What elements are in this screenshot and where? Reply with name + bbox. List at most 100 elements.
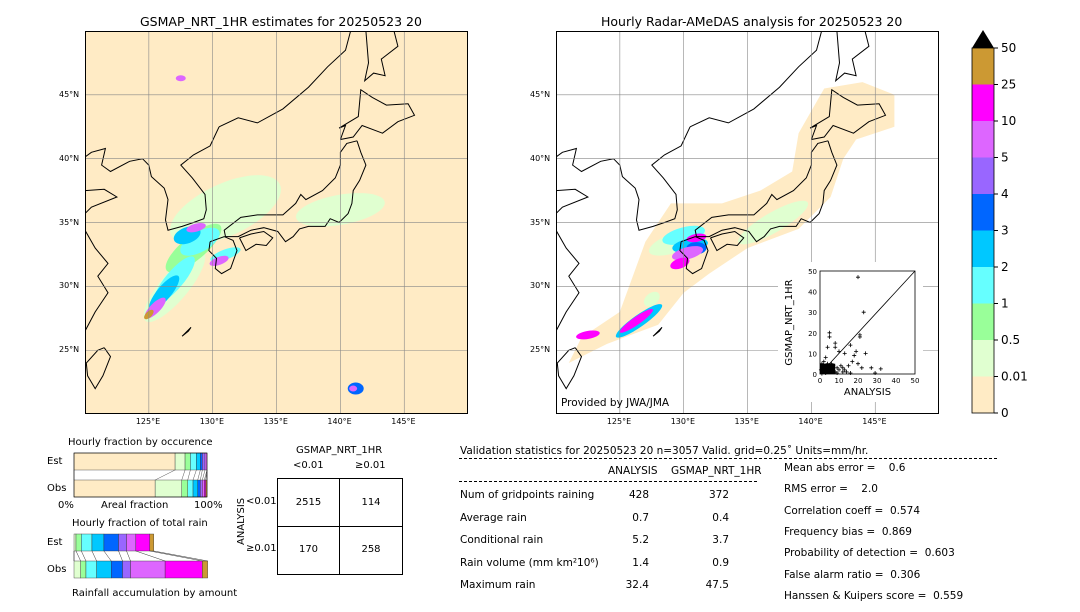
scatter-point bbox=[821, 359, 826, 364]
scatter-point bbox=[840, 365, 845, 370]
connector bbox=[153, 550, 208, 562]
occurrence-obs-segment bbox=[200, 479, 203, 498]
map-frame bbox=[556, 31, 939, 414]
scatter-frame bbox=[819, 270, 916, 375]
scatter-point bbox=[846, 363, 851, 368]
rain-est-label: Est bbox=[47, 537, 63, 548]
occurrence-obs-segment bbox=[181, 479, 188, 498]
scatter-point bbox=[863, 351, 868, 356]
colorbar-segment bbox=[972, 230, 994, 267]
rain-cell bbox=[180, 227, 220, 256]
rain-obs-label: Obs bbox=[47, 564, 67, 575]
lat-tick-label: 45°N bbox=[530, 89, 551, 99]
coastline-ryukyu bbox=[181, 326, 192, 337]
scatter-point bbox=[852, 353, 857, 358]
total-rain-xlabel: Rainfall accumulation by amount bbox=[72, 588, 238, 599]
stat-row-analysis: 32.4 bbox=[625, 579, 649, 591]
occurrence-obs-segment bbox=[202, 479, 205, 498]
scatter-point bbox=[854, 349, 859, 354]
lat-tick-label: 35°N bbox=[59, 217, 80, 227]
score-row: Hanssen & Kuipers score = 0.559 bbox=[784, 589, 964, 602]
rain-cell bbox=[619, 308, 653, 333]
total-rain-obs-segment bbox=[202, 560, 208, 579]
colorbar-segment bbox=[972, 121, 994, 158]
coastline-honshu bbox=[694, 140, 838, 243]
stats-divider bbox=[459, 458, 997, 459]
scatter-x-tick: 50 bbox=[911, 377, 920, 385]
occ-est-label: Est bbox=[47, 456, 63, 467]
lon-tick-label: 135°E bbox=[734, 417, 759, 426]
stat-row-gsmap: 372 bbox=[708, 489, 729, 501]
scatter-point bbox=[827, 334, 832, 339]
colorbar-segment bbox=[972, 48, 994, 85]
colorbar-label: 0.01 bbox=[1001, 370, 1028, 384]
scatter-y-tick: 30 bbox=[808, 309, 817, 317]
lat-tick-label: 30°N bbox=[59, 281, 80, 291]
lon-tick-label: 130°E bbox=[199, 417, 225, 426]
connector bbox=[202, 469, 206, 481]
occurrence-est-segment bbox=[190, 452, 197, 471]
coastline-china bbox=[556, 147, 614, 332]
scatter-point bbox=[842, 367, 847, 372]
lon-tick-label: 145°E bbox=[862, 417, 887, 426]
right-map bbox=[556, 31, 939, 414]
stat-row-analysis: 5.2 bbox=[632, 534, 649, 546]
coastline-hokkaido bbox=[338, 88, 416, 140]
occurrence-est-segment bbox=[73, 452, 176, 471]
connector bbox=[75, 550, 81, 562]
lon-tick-label: 135°E bbox=[263, 417, 288, 426]
colorbar-segment bbox=[972, 84, 994, 121]
cell-yes-no: 170 bbox=[298, 544, 319, 555]
scatter-point bbox=[848, 370, 853, 375]
coastline-ryukyu bbox=[652, 326, 663, 337]
lat-tick-label: 30°N bbox=[530, 281, 551, 291]
left-map bbox=[85, 31, 468, 414]
left-map-title: GSMAP_NRT_1HR estimates for 20250523 20 bbox=[140, 14, 422, 29]
colorbar-label: 1 bbox=[1001, 297, 1009, 311]
map-frame bbox=[85, 31, 468, 414]
coastline-china bbox=[85, 147, 143, 332]
scatter-point bbox=[869, 365, 874, 370]
lat-tick-label: 40°N bbox=[530, 153, 551, 163]
scatter-y-tick: 50 bbox=[808, 268, 817, 276]
occ-obs-label: Obs bbox=[47, 483, 67, 494]
occurrence-obs-segment bbox=[187, 479, 194, 498]
total-rain-title: Hourly fraction of total rain bbox=[72, 518, 208, 529]
table-divider bbox=[459, 481, 757, 482]
score-row: Frequency bias = 0.869 bbox=[784, 525, 912, 538]
table-col-header-0: <0.01 bbox=[293, 460, 324, 471]
scatter-point bbox=[859, 365, 864, 370]
scatter-point bbox=[837, 367, 841, 372]
stat-row-gsmap: 0.9 bbox=[712, 556, 729, 569]
colorbar-label: 50 bbox=[1001, 41, 1016, 55]
colorbar-extend-triangle bbox=[972, 30, 994, 48]
tick-0pct: 0% bbox=[58, 500, 74, 511]
scatter-background bbox=[778, 262, 923, 402]
lon-tick-label: 125°E bbox=[135, 417, 161, 426]
connector bbox=[192, 469, 197, 481]
scatter-point bbox=[844, 369, 849, 374]
scatter-plot: 0 10 20 30 40 50 0 10 20 30 40 50 ANALYSIS GSMAP_NRT_… bbox=[778, 262, 923, 402]
cell-yes-yes: 258 bbox=[361, 544, 381, 555]
occurrence-obs-segment bbox=[197, 479, 201, 498]
lat-tick-label: 40°N bbox=[59, 153, 80, 163]
scatter-x-tick: 40 bbox=[892, 377, 901, 385]
colorbar-segment bbox=[972, 340, 994, 377]
occurrence-title: Hourly fraction by occurence bbox=[68, 437, 213, 448]
score-row: False alarm ratio = 0.306 bbox=[784, 568, 921, 581]
col-gsmap: GSMAP_NRT_1HR bbox=[671, 465, 762, 477]
lat-tick-label: 25°N bbox=[59, 345, 80, 355]
occurrence-frame bbox=[73, 452, 208, 498]
scatter-point bbox=[848, 343, 853, 348]
scatter-point bbox=[861, 310, 866, 315]
coastline-russia bbox=[689, 31, 823, 128]
coastline-sakhalin bbox=[834, 31, 870, 83]
score-row: Correlation coeff = 0.574 bbox=[784, 504, 920, 517]
scatter-point bbox=[833, 345, 838, 350]
occurrence-est-segment bbox=[184, 452, 191, 471]
coastline-hokkaido bbox=[809, 88, 887, 140]
scatter-dense-cluster bbox=[820, 363, 836, 374]
rain-cell bbox=[686, 233, 707, 243]
total-rain-est-segment bbox=[91, 533, 105, 552]
